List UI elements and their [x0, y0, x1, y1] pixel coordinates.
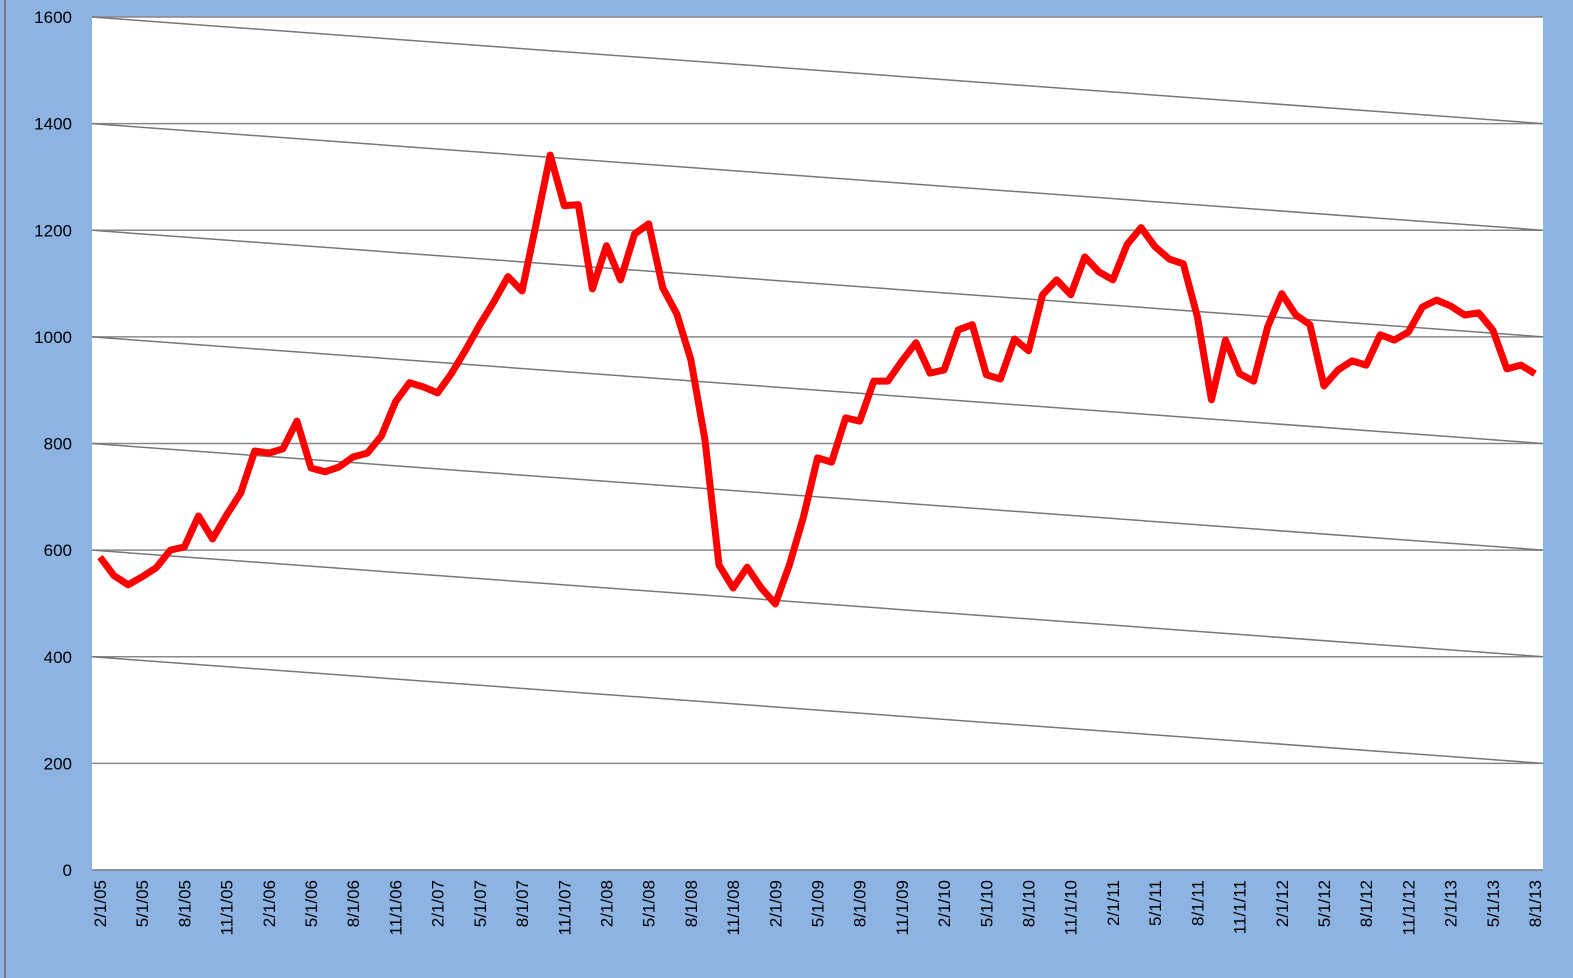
y-tick-label: 600 [44, 541, 72, 560]
x-tick-label: 11/1/11 [1231, 880, 1250, 934]
x-tick-label: 11/1/09 [893, 880, 912, 935]
x-tick-label: 2/1/13 [1442, 880, 1461, 927]
x-tick-label: 2/1/10 [935, 880, 954, 927]
x-tick-label: 5/1/10 [977, 880, 996, 927]
x-tick-label: 8/1/06 [344, 880, 363, 927]
y-tick-label: 1000 [34, 328, 72, 347]
trend-line [91, 16, 1544, 125]
x-tick-label: 8/1/09 [851, 880, 870, 927]
x-tick-label: 2/1/11 [1104, 880, 1123, 926]
trend-line [91, 656, 1544, 765]
trend-line [91, 122, 1544, 231]
x-tick-label: 11/1/06 [386, 880, 405, 935]
x-tick-label: 5/1/06 [302, 880, 321, 927]
y-tick-label: 1400 [34, 115, 72, 134]
x-tick-label: 5/1/05 [133, 880, 152, 927]
x-tick-label: 8/1/08 [682, 880, 701, 927]
y-tick-label: 1200 [34, 221, 72, 240]
x-tick-label: 11/1/12 [1399, 880, 1418, 935]
x-tick-label: 11/1/08 [724, 880, 743, 935]
x-tick-label: 2/1/05 [91, 880, 110, 927]
x-tick-label: 5/1/12 [1315, 880, 1334, 927]
trend-line [91, 549, 1544, 658]
x-tick-label: 8/1/10 [1020, 880, 1039, 927]
x-tick-label: 5/1/11 [1146, 880, 1165, 926]
x-tick-label: 8/1/13 [1526, 880, 1545, 927]
x-tick-label: 2/1/08 [597, 880, 616, 927]
y-tick-label: 200 [44, 754, 72, 773]
x-tick-label: 2/1/09 [766, 880, 785, 927]
data-line [97, 151, 1537, 608]
x-tick-label: 2/1/06 [260, 880, 279, 927]
x-tick-label: 8/1/11 [1188, 880, 1207, 926]
x-tick-label: 5/1/07 [471, 880, 490, 927]
y-tick-label: 800 [44, 435, 72, 454]
x-tick-label: 11/1/07 [555, 880, 574, 935]
x-tick-label: 8/1/05 [175, 880, 194, 927]
x-tick-label: 2/1/07 [429, 880, 448, 927]
x-tick-label: 5/1/13 [1484, 880, 1503, 927]
y-tick-label: 1600 [34, 8, 72, 27]
y-tick-label: 400 [44, 648, 72, 667]
x-tick-label: 5/1/09 [809, 880, 828, 927]
x-tick-label: 8/1/07 [513, 880, 532, 927]
x-tick-label: 11/1/05 [218, 880, 237, 935]
x-tick-label: 5/1/08 [640, 880, 659, 927]
y-tick-label: 0 [63, 861, 72, 880]
x-tick-label: 8/1/12 [1357, 880, 1376, 927]
trend-line [91, 336, 1544, 445]
x-tick-label: 11/1/10 [1062, 880, 1081, 935]
x-tick-label: 2/1/12 [1273, 880, 1292, 927]
trend-line [91, 442, 1544, 551]
